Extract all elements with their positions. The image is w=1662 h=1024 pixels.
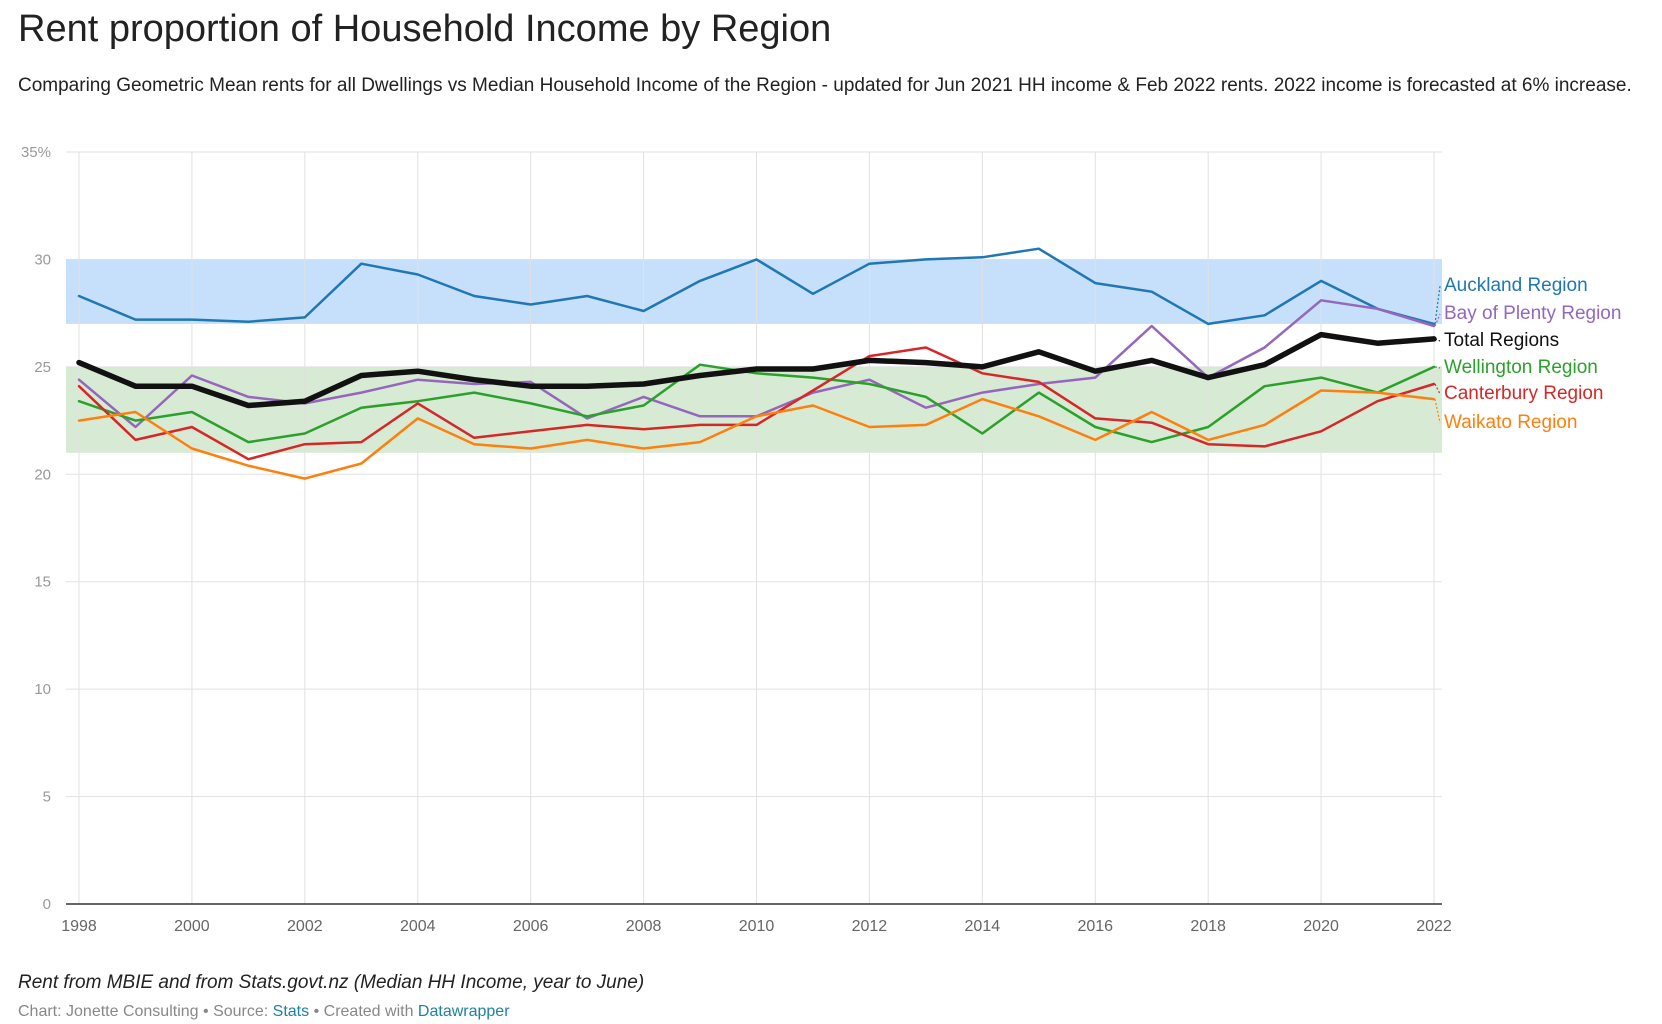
- x-tick-label: 2018: [1190, 918, 1226, 935]
- series-label: Auckland Region: [1444, 275, 1588, 296]
- x-tick-label: 2012: [852, 918, 888, 935]
- source-label: Source:: [213, 1003, 269, 1020]
- series-label: Bay of Plenty Region: [1444, 303, 1621, 324]
- y-tick-label: 30: [34, 251, 51, 268]
- x-tick-label: 2020: [1303, 918, 1339, 935]
- x-tick-label: 1998: [61, 918, 97, 935]
- x-tick-label: 2006: [513, 918, 549, 935]
- chart-title: Rent proportion of Household Income by R…: [18, 8, 832, 50]
- y-tick-label: 10: [34, 681, 51, 698]
- x-tick-label: 2000: [174, 918, 210, 935]
- footer-separator: •: [203, 1003, 209, 1020]
- series-label-connector: [1434, 398, 1441, 424]
- series-label-connector: [1434, 338, 1441, 342]
- series-line-wellington-region: [77, 363, 1436, 444]
- x-tick-label: 2002: [287, 918, 323, 935]
- y-tick-label: 5: [43, 789, 51, 806]
- chart-notes: Rent from MBIE and from Stats.govt.nz (M…: [18, 972, 645, 993]
- x-tick-label: 2004: [400, 918, 436, 935]
- y-tick-label: 35%: [21, 144, 51, 161]
- byline: Chart: Jonette Consulting: [18, 1003, 199, 1020]
- chart-subtitle: Comparing Geometric Mean rents for all D…: [18, 75, 1632, 96]
- x-tick-label: 2010: [739, 918, 775, 935]
- datawrapper-link[interactable]: Datawrapper: [417, 1003, 510, 1020]
- band-0: [66, 259, 1442, 324]
- series-line-total-regions: [76, 331, 1437, 409]
- series-label: Total Regions: [1444, 330, 1559, 351]
- chart-footer: Chart: Jonette Consulting • Source: Stat…: [18, 1003, 510, 1021]
- y-tick-label: 15: [34, 574, 51, 591]
- series-line-auckland-region: [77, 247, 1436, 326]
- series-label: Canterbury Region: [1444, 383, 1603, 404]
- y-tick-label: 25: [34, 359, 51, 376]
- x-tick-label: 2022: [1416, 918, 1452, 935]
- x-tick-label: 2008: [626, 918, 662, 935]
- series-label: Wellington Region: [1444, 357, 1598, 378]
- x-tick-label: 2016: [1077, 918, 1113, 935]
- source-link[interactable]: Stats: [272, 1003, 310, 1020]
- series-line-waikato-region: [77, 389, 1436, 480]
- series-label: Waikato Region: [1444, 412, 1577, 433]
- y-tick-label: 0: [43, 896, 51, 913]
- series-label-connector: [1434, 366, 1441, 369]
- created-label: Created with: [323, 1003, 414, 1020]
- band-1: [66, 366, 1442, 453]
- x-tick-label: 2014: [965, 918, 1001, 935]
- series-label-connector: [1434, 383, 1441, 395]
- series-line-canterbury-region: [77, 346, 1436, 461]
- footer-separator-2: •: [313, 1003, 320, 1020]
- y-tick-label: 20: [34, 466, 51, 483]
